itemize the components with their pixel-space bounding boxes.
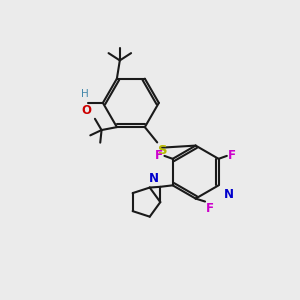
Text: N: N: [224, 188, 234, 201]
Text: F: F: [228, 149, 236, 162]
Text: F: F: [206, 202, 214, 215]
Text: F: F: [155, 149, 163, 162]
Text: N: N: [149, 172, 159, 185]
Text: H: H: [81, 89, 89, 99]
Text: S: S: [158, 144, 168, 157]
Text: O: O: [82, 104, 92, 117]
